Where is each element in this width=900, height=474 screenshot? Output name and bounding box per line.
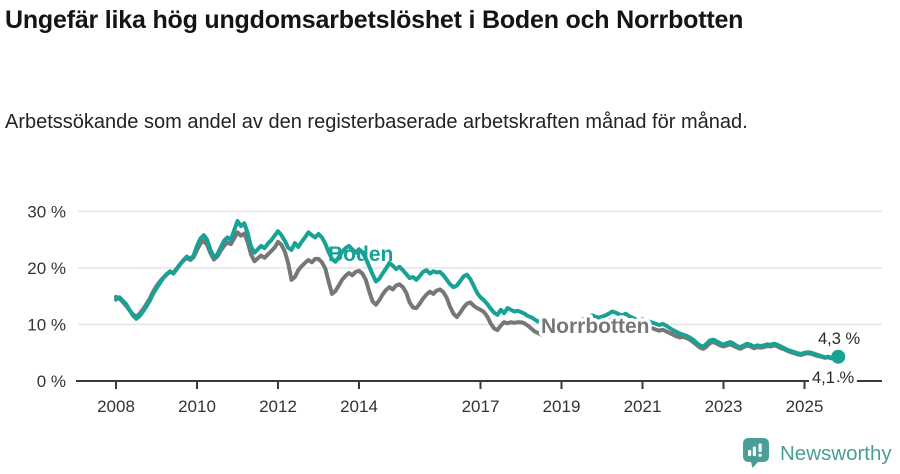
y-tick-label: 0 % <box>37 372 66 391</box>
page-title: Ungefär lika hög ungdomsarbetslöshet i B… <box>5 6 744 34</box>
brand-name: Newsworthy <box>780 442 892 465</box>
x-tick-label: 2023 <box>705 397 743 416</box>
end-value-label-norrbotten: 4,1 % <box>812 369 855 387</box>
x-tick-label: 2017 <box>462 397 500 416</box>
line-chart: 30 % 20 % 10 % 0 % 2008 2010 2012 2014 2017 2019 2… <box>27 202 882 416</box>
newsworthy-logo-icon <box>743 438 769 468</box>
x-tick-label: 2025 <box>786 397 824 416</box>
x-tick-label: 2012 <box>259 397 297 416</box>
y-tick-label: 10 % <box>27 315 66 334</box>
x-tick-label: 2010 <box>178 397 216 416</box>
y-tick-label: 20 % <box>27 259 66 278</box>
brand-footer: Newsworthy <box>739 437 892 471</box>
x-tick-label: 2021 <box>624 397 662 416</box>
series-line-boden <box>114 219 841 360</box>
series-label-norrbotten: Norrbotten <box>541 315 650 338</box>
x-tick-label: 2014 <box>340 397 378 416</box>
series-label-boden: Boden <box>328 243 393 266</box>
end-value-label-boden: 4,3 % <box>818 330 861 348</box>
series-line-norrbotten <box>114 230 841 361</box>
x-tick-label: 2008 <box>97 397 135 416</box>
chart-subtitle: Arbetssökande som andel av den registerb… <box>5 111 748 133</box>
x-tick-label: 2019 <box>543 397 581 416</box>
y-tick-label: 30 % <box>27 202 66 221</box>
end-dot-boden <box>831 349 846 364</box>
